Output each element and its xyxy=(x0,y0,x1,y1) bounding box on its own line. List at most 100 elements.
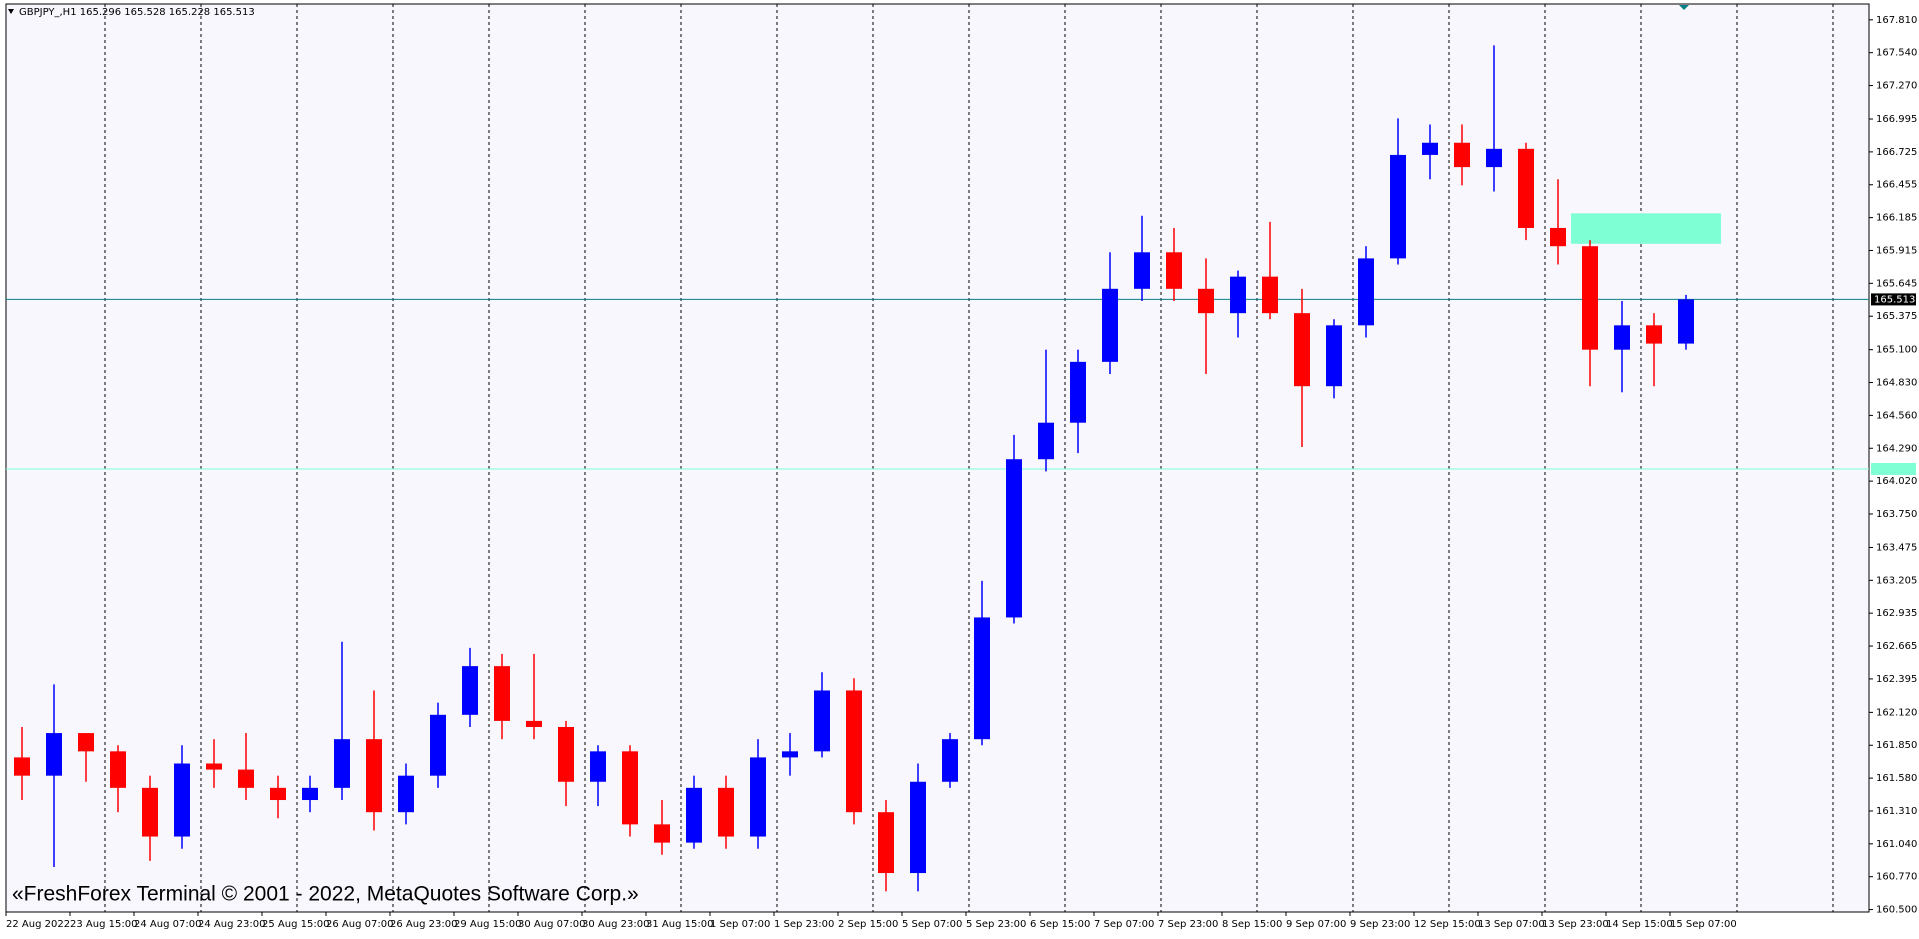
x-tick-label: 24 Aug 23:00 xyxy=(198,919,265,930)
candle-body xyxy=(1614,325,1630,350)
candle-body xyxy=(910,781,926,874)
candle-body xyxy=(1134,252,1150,289)
candle-body xyxy=(1102,288,1118,362)
x-tick-label: 12 Sep 15:00 xyxy=(1414,919,1481,930)
x-tick-label: 5 Sep 23:00 xyxy=(966,919,1026,930)
x-tick-label: 30 Aug 07:00 xyxy=(518,919,585,930)
candle-body xyxy=(622,751,638,825)
background-layer xyxy=(6,4,1869,912)
candle-body xyxy=(1582,246,1598,350)
candle-body xyxy=(142,787,158,837)
candle-body xyxy=(686,787,702,843)
y-tick-label: 160.500 xyxy=(1876,905,1917,916)
candle-body xyxy=(1038,422,1054,460)
y-tick-label: 167.810 xyxy=(1876,15,1917,26)
candle-body xyxy=(590,751,606,782)
candle-body xyxy=(1678,299,1694,344)
candle-body xyxy=(430,714,446,776)
y-tick-label: 165.375 xyxy=(1876,311,1917,322)
candle-body xyxy=(14,757,30,776)
candle-body xyxy=(1006,459,1022,618)
candle-body xyxy=(1230,276,1246,314)
x-tick-label: 14 Sep 15:00 xyxy=(1606,919,1673,930)
y-tick-label: 162.935 xyxy=(1876,608,1917,619)
candle-body xyxy=(1358,258,1374,326)
x-tick-label: 25 Aug 15:00 xyxy=(262,919,329,930)
candle-body xyxy=(302,787,318,801)
x-tick-label: 8 Sep 15:00 xyxy=(1222,919,1282,930)
candle-body xyxy=(942,739,958,782)
x-tick-label: 15 Sep 07:00 xyxy=(1670,919,1737,930)
x-tick-label: 6 Sep 15:00 xyxy=(1030,919,1090,930)
price-label-box xyxy=(1871,462,1916,475)
x-tick-label: 9 Sep 07:00 xyxy=(1286,919,1346,930)
y-tick-label: 166.725 xyxy=(1876,147,1917,158)
shift-marker xyxy=(1679,5,1689,10)
x-tick-label: 1 Sep 07:00 xyxy=(710,919,770,930)
x-tick-label: 31 Aug 15:00 xyxy=(646,919,713,930)
foreground-layer: 160.500 160.770 161.040 161.310 161.580 161.8… xyxy=(5,15,1917,930)
candle-body xyxy=(462,666,478,715)
candle-body xyxy=(1390,154,1406,259)
candle-body xyxy=(1262,276,1278,314)
candle-body xyxy=(1198,288,1214,314)
y-tick-label: 164.560 xyxy=(1876,410,1917,421)
candle-body xyxy=(526,720,542,727)
candle-body xyxy=(1486,148,1502,168)
candle-body xyxy=(334,739,350,788)
x-tick-label: 29 Aug 15:00 xyxy=(454,919,521,930)
y-tick-label: 161.580 xyxy=(1876,773,1917,784)
x-tick-label: 24 Aug 07:00 xyxy=(134,919,201,930)
candle-body xyxy=(1294,313,1310,387)
x-tick-label: 2 Sep 15:00 xyxy=(838,919,898,930)
candle-body xyxy=(654,824,670,843)
candle-body xyxy=(1518,148,1534,228)
candle-body xyxy=(174,763,190,837)
plot-area xyxy=(5,3,1870,913)
candle-body xyxy=(46,733,62,776)
y-tick-label: 167.270 xyxy=(1876,81,1917,92)
x-tick-label: 1 Sep 23:00 xyxy=(774,919,834,930)
y-tick-label: 163.475 xyxy=(1876,542,1917,553)
candle-body xyxy=(878,812,894,874)
menu-arrow xyxy=(8,9,14,14)
candle-body xyxy=(750,757,766,837)
y-tick-label: 161.310 xyxy=(1876,806,1917,817)
y-tick-label: 166.185 xyxy=(1876,213,1917,224)
x-tick-label: 23 Aug 15:00 xyxy=(70,919,137,930)
y-tick-label: 161.850 xyxy=(1876,740,1917,751)
y-tick-label: 162.665 xyxy=(1876,641,1917,652)
candle-body xyxy=(398,775,414,813)
candle-body xyxy=(494,666,510,721)
candle-body xyxy=(1326,325,1342,387)
candle-body xyxy=(1646,325,1662,344)
zone xyxy=(1571,213,1721,244)
y-tick-label: 163.750 xyxy=(1876,509,1917,520)
chart-title: GBPJPY_,H1 165.296 165.528 165.228 165.5… xyxy=(19,7,255,18)
price-label-box xyxy=(1871,293,1916,306)
candle-body xyxy=(558,726,574,782)
candle-body xyxy=(110,751,126,788)
candle-body xyxy=(1070,361,1086,423)
y-tick-label: 164.020 xyxy=(1876,476,1917,487)
candle-body xyxy=(1166,252,1182,289)
candle-body xyxy=(846,690,862,813)
y-tick-label: 165.100 xyxy=(1876,345,1917,356)
x-tick-label: 22 Aug 2022 xyxy=(6,919,70,930)
y-tick-label: 164.830 xyxy=(1876,378,1917,389)
y-tick-label: 162.120 xyxy=(1876,707,1917,718)
candle-body xyxy=(206,763,222,770)
x-tick-label: 30 Aug 23:00 xyxy=(582,919,649,930)
y-tick-label: 163.205 xyxy=(1876,575,1917,586)
y-tick-label: 165.915 xyxy=(1876,245,1917,256)
y-tick-label: 166.995 xyxy=(1876,114,1917,125)
watermark: «FreshForex Terminal © 2001 - 2022, Meta… xyxy=(12,883,639,906)
y-tick-label: 161.040 xyxy=(1876,839,1917,850)
candle-body xyxy=(814,690,830,752)
candle-body xyxy=(366,739,382,813)
price-label: 165.513 xyxy=(1874,294,1915,305)
candle-body xyxy=(1454,142,1470,168)
candle-body xyxy=(78,733,94,752)
x-tick-label: 26 Aug 23:00 xyxy=(390,919,457,930)
